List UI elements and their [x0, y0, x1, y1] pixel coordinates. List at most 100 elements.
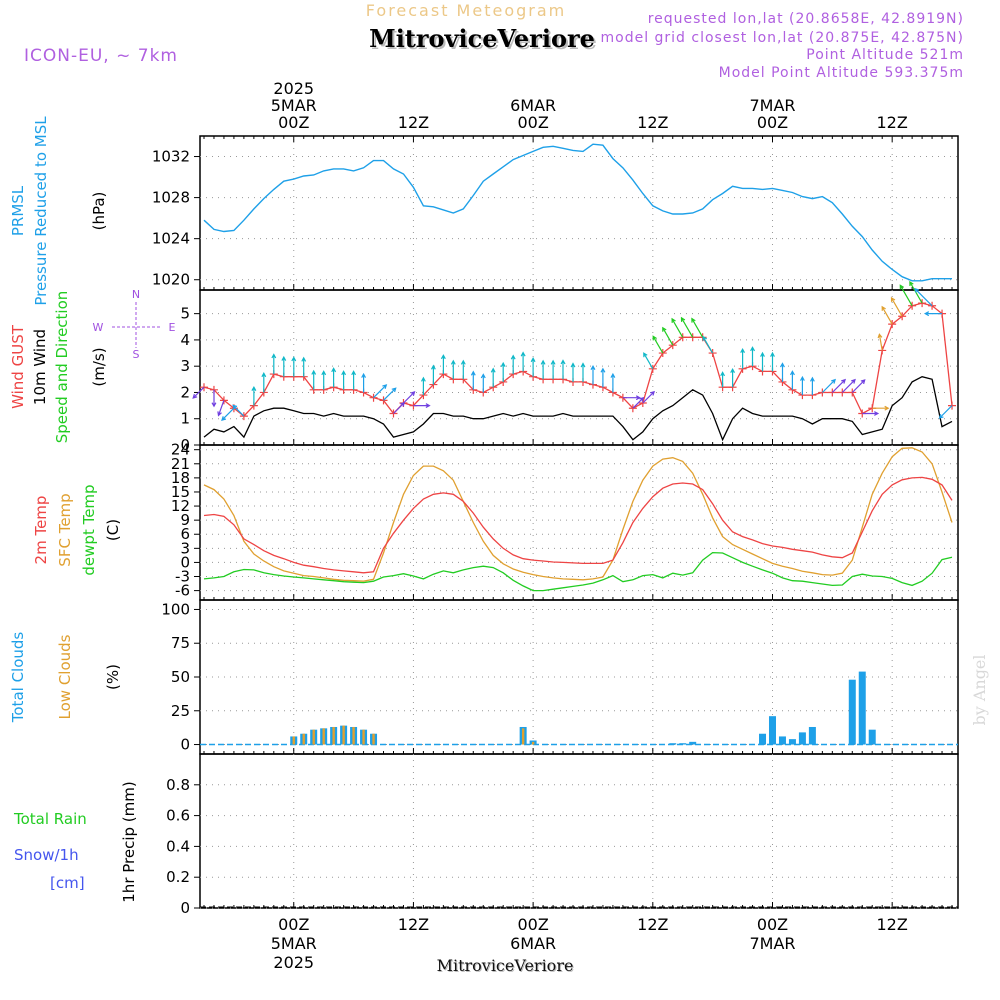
wind-arrow	[600, 367, 606, 388]
total-cloud-bar	[689, 741, 697, 745]
precip-frame	[199, 753, 959, 909]
wind-arrow	[770, 351, 775, 372]
point-altitude: Point Altitude 521m	[806, 47, 964, 63]
top-time-label: 6MAR	[510, 96, 556, 115]
wind-arrow	[480, 373, 486, 393]
wind-arrow	[662, 326, 674, 346]
low-cloud-bar	[332, 726, 335, 745]
wind-10m-line	[203, 376, 953, 442]
top-time-label: 12Z	[398, 113, 429, 132]
cloud-ytick-label: 75	[171, 634, 190, 652]
panel-precip: 0 0.2 0.4 0.6 0.8	[166, 753, 959, 917]
wind-arrow	[221, 407, 235, 421]
total-rain-label: Total Rain	[13, 810, 87, 828]
temp-ytick-label: 6	[180, 525, 190, 543]
closest-coords: model grid closest lon,lat (20.875E, 42.…	[600, 30, 964, 46]
wind-arrow	[890, 296, 903, 317]
bottom-time-label: 00Z	[278, 915, 309, 934]
temp-ytick-label: 18	[171, 469, 190, 487]
panel-cloud: 0 25 50 75 100	[161, 599, 959, 755]
model-point-altitude: Model Point Altitude 593.375m	[719, 65, 964, 81]
wind-arrow	[281, 355, 287, 377]
total-cloud-bar	[868, 729, 876, 745]
temp-ytick-label: 12	[171, 497, 190, 515]
wind-ytick-label: 4	[180, 331, 190, 349]
wind-arrow	[393, 401, 406, 414]
wind-ytick-label: 0	[180, 436, 190, 454]
pressure-unit: (hPa)	[90, 192, 108, 231]
temp-ytick-label: -6	[175, 582, 190, 600]
wind-ytick-label: 2	[180, 383, 190, 401]
wind-arrow	[361, 372, 367, 393]
wind-gust-line	[203, 302, 953, 417]
pressure-ytick-label: 1020	[152, 271, 190, 289]
wind-arrow	[779, 362, 785, 382]
top-time-label: 00Z	[278, 113, 309, 132]
gust-marker	[918, 299, 927, 308]
wind-arrow	[831, 378, 847, 393]
wind-arrow	[671, 317, 684, 338]
cloud-ytick-label: 50	[171, 668, 190, 686]
cloud-ytick-label: 25	[171, 702, 190, 720]
pressure-label-long: Pressure Reduced to MSL	[32, 116, 50, 306]
wind-ytick-label: 1	[180, 410, 190, 428]
wind-arrow	[217, 400, 225, 417]
wind-arrow	[760, 351, 765, 372]
total-cloud-bar	[788, 739, 796, 745]
wind-arrow	[580, 362, 586, 382]
snow-unit-label: [cm]	[50, 874, 85, 892]
total-clouds-label: Total Clouds	[9, 632, 27, 724]
wind-10m-label: 10m Wind	[31, 329, 49, 405]
station-footer-shadow: MitroviceVeriore	[438, 957, 575, 976]
wind-arrow	[510, 354, 516, 375]
wind-arrow	[570, 362, 576, 382]
model-name: ICON-EU, ~ 7km	[24, 46, 178, 66]
wind-arrow	[383, 387, 397, 401]
temp-ytick-label: -3	[175, 568, 190, 586]
wind-arrow	[301, 356, 307, 377]
precip-ytick-label: 0.4	[166, 837, 190, 855]
total-cloud-bar	[798, 732, 806, 745]
pressure-ytick-label: 1024	[152, 230, 190, 248]
wind-arrow	[938, 405, 953, 419]
wind-arrow	[809, 376, 815, 396]
wind-arrow	[211, 389, 217, 408]
wind-arrow	[550, 359, 556, 380]
pressure-ytick-label: 1028	[152, 189, 190, 207]
cloud-ytick-label: 100	[161, 600, 190, 618]
low-cloud-bar	[362, 729, 365, 745]
wind-arrow	[590, 364, 596, 385]
wind-arrow	[530, 357, 536, 377]
compass-s: S	[133, 348, 140, 361]
low-cloud-bar	[312, 729, 315, 745]
pressure-line	[203, 143, 952, 282]
total-cloud-bar	[848, 679, 856, 745]
wind-arrow	[232, 404, 245, 417]
pressure-ytick-label: 1032	[152, 148, 190, 166]
total-cloud-bar	[679, 743, 687, 745]
top-time-label: 5MAR	[271, 96, 317, 115]
temp-ytick-label: 21	[171, 455, 190, 473]
top-time-label: 7MAR	[749, 96, 795, 115]
station-title-shadow: MitroviceVeriore	[371, 26, 597, 55]
wind-arrow	[899, 284, 913, 307]
wind-arrow	[430, 364, 436, 385]
total-cloud-bar	[808, 726, 816, 745]
wind-arrow	[841, 378, 856, 393]
precip-ytick-label: 0	[180, 899, 190, 917]
temp-ytick-label: 15	[171, 483, 190, 501]
bottom-time-label: 00Z	[517, 915, 548, 934]
wind-arrow	[460, 359, 466, 380]
requested-coords: requested lon,lat (20.8658E, 42.8919N)	[648, 11, 964, 27]
wind-arrow	[730, 367, 736, 388]
wind-arrow	[311, 369, 317, 390]
wind-arrow	[923, 311, 942, 317]
low-cloud-bar	[531, 741, 535, 745]
bottom-time-label: 12Z	[877, 915, 908, 934]
wind-arrow	[560, 359, 566, 380]
wind-speed-direction-label: Speed and Direction	[53, 291, 71, 444]
wind-arrow	[851, 379, 866, 393]
wind-arrow	[351, 370, 357, 390]
temp-ytick-label: 0	[180, 553, 190, 571]
plot-layer: 1020102410281032012345-6-303691215182124…	[9, 79, 959, 972]
